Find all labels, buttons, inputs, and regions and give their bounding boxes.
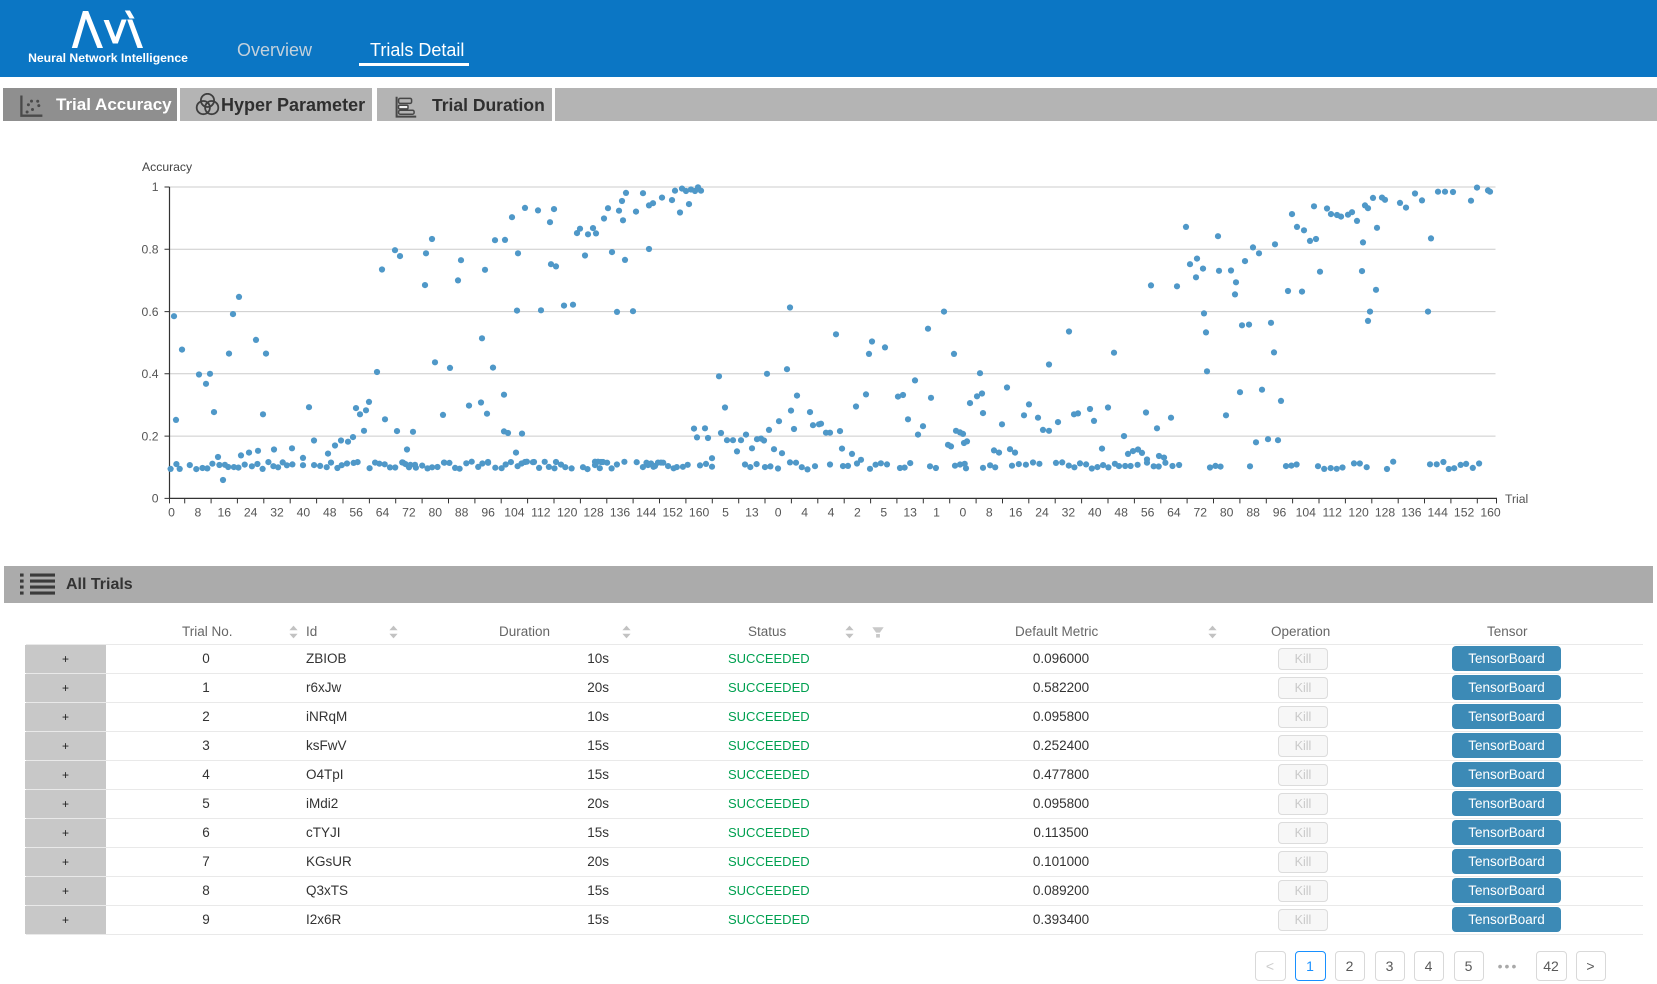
svg-text:13: 13 — [745, 506, 759, 520]
svg-text:48: 48 — [1114, 506, 1128, 520]
svg-text:24: 24 — [1035, 506, 1049, 520]
svg-text:8: 8 — [195, 506, 202, 520]
svg-text:72: 72 — [402, 506, 416, 520]
svg-text:5: 5 — [722, 506, 729, 520]
svg-text:2: 2 — [854, 506, 861, 520]
svg-text:4: 4 — [828, 506, 835, 520]
svg-text:72: 72 — [1194, 506, 1208, 520]
svg-text:0: 0 — [152, 492, 159, 506]
svg-text:80: 80 — [1220, 506, 1234, 520]
svg-text:152: 152 — [663, 506, 684, 520]
svg-text:144: 144 — [636, 506, 657, 520]
svg-text:56: 56 — [1141, 506, 1155, 520]
svg-text:40: 40 — [297, 506, 311, 520]
svg-text:Accuracy: Accuracy — [142, 160, 193, 174]
svg-text:16: 16 — [1009, 506, 1023, 520]
svg-text:48: 48 — [323, 506, 337, 520]
svg-text:0.4: 0.4 — [142, 367, 159, 381]
svg-text:64: 64 — [1167, 506, 1181, 520]
svg-text:96: 96 — [1273, 506, 1287, 520]
svg-text:13: 13 — [903, 506, 917, 520]
svg-text:152: 152 — [1454, 506, 1475, 520]
svg-text:1: 1 — [152, 180, 159, 194]
svg-text:64: 64 — [376, 506, 390, 520]
svg-text:8: 8 — [986, 506, 993, 520]
svg-text:32: 32 — [270, 506, 284, 520]
svg-text:120: 120 — [1348, 506, 1369, 520]
svg-text:104: 104 — [504, 506, 525, 520]
svg-text:1: 1 — [933, 506, 940, 520]
svg-text:96: 96 — [481, 506, 495, 520]
svg-text:0.6: 0.6 — [142, 305, 159, 319]
svg-text:104: 104 — [1296, 506, 1317, 520]
svg-text:32: 32 — [1062, 506, 1076, 520]
svg-text:136: 136 — [610, 506, 631, 520]
svg-text:160: 160 — [1480, 506, 1501, 520]
svg-text:160: 160 — [689, 506, 710, 520]
svg-text:120: 120 — [557, 506, 578, 520]
svg-text:144: 144 — [1428, 506, 1449, 520]
svg-text:0.8: 0.8 — [142, 243, 159, 257]
svg-text:136: 136 — [1401, 506, 1422, 520]
svg-text:128: 128 — [1375, 506, 1396, 520]
svg-text:0: 0 — [960, 506, 967, 520]
svg-text:112: 112 — [531, 506, 551, 520]
svg-text:40: 40 — [1088, 506, 1102, 520]
svg-text:88: 88 — [1246, 506, 1260, 520]
svg-text:0.2: 0.2 — [142, 429, 159, 443]
svg-text:24: 24 — [244, 506, 258, 520]
svg-text:Trial: Trial — [1505, 492, 1528, 506]
svg-text:56: 56 — [349, 506, 363, 520]
svg-text:80: 80 — [429, 506, 443, 520]
svg-text:0: 0 — [775, 506, 782, 520]
svg-text:16: 16 — [218, 506, 232, 520]
svg-text:4: 4 — [801, 506, 808, 520]
svg-text:0: 0 — [168, 506, 175, 520]
svg-text:88: 88 — [455, 506, 469, 520]
svg-text:128: 128 — [583, 506, 604, 520]
svg-text:5: 5 — [880, 506, 887, 520]
svg-text:112: 112 — [1322, 506, 1342, 520]
